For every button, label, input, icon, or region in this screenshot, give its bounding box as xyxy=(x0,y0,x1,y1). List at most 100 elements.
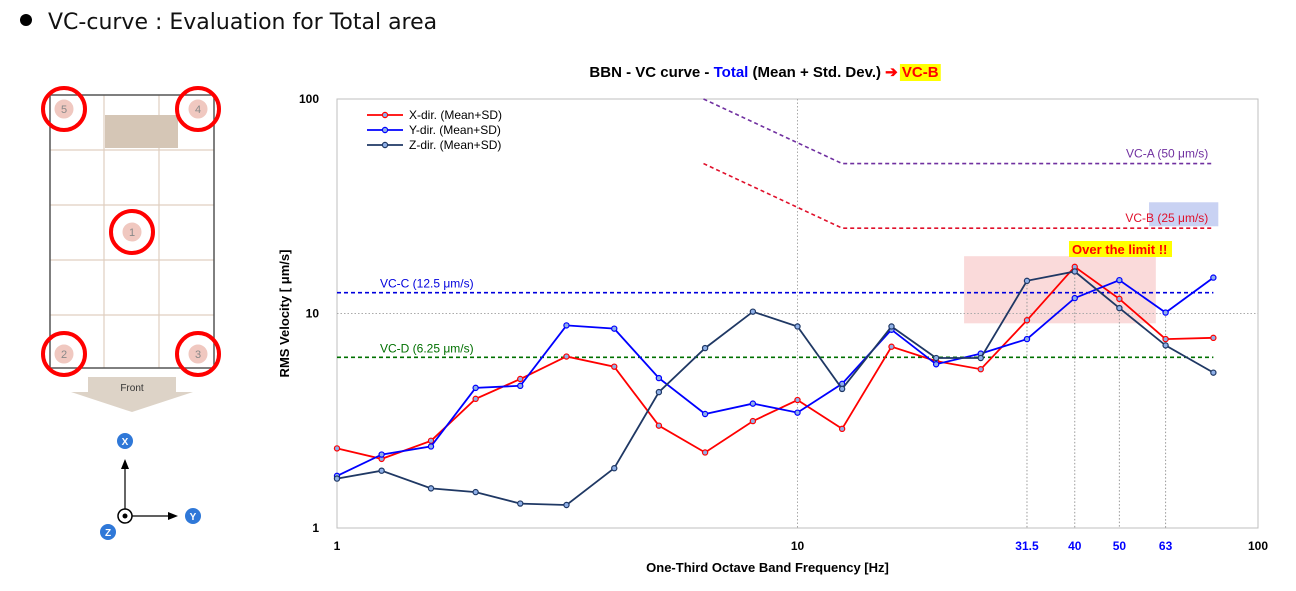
y-dir-point xyxy=(977,350,984,357)
point-label-2: 2 xyxy=(61,349,67,361)
y-dir-point xyxy=(472,384,479,392)
plot-frame xyxy=(336,98,1259,529)
x-dir-point xyxy=(749,417,757,425)
axis-indicator: X Y Z xyxy=(100,433,201,540)
chart-title: BBN - VC curve - Total (Mean + Std. Dev.… xyxy=(589,64,938,81)
x-axis-title: One-Third Octave Band Frequency [Hz] xyxy=(646,560,889,575)
annotation-highlight xyxy=(1069,241,1172,257)
y-dir-point xyxy=(1210,274,1217,281)
point-marker-2 xyxy=(53,343,75,365)
legend: X-dir. (Mean+SD)Y-dir. (Mean+SD)Z-dir. (… xyxy=(367,108,502,152)
z-axis-label: Z xyxy=(105,528,111,539)
y-dir-point xyxy=(1071,294,1078,302)
z-dir-point xyxy=(701,344,709,352)
bullet-icon xyxy=(20,14,32,26)
z-dir-point xyxy=(1023,277,1031,285)
x-dir-point xyxy=(378,455,385,463)
z-dir-point xyxy=(655,388,663,396)
x-tick-label: 1 xyxy=(334,539,341,553)
z-dir-point xyxy=(563,501,570,509)
x-dir-point xyxy=(427,437,435,444)
y-tick-label: 100 xyxy=(299,92,319,106)
title-suffix: (Mean + Std. Dev.) xyxy=(748,64,885,81)
vc-a-label: VC-A (50 μm/s) xyxy=(1126,147,1208,161)
y-dir-point xyxy=(655,374,663,382)
equipment-block xyxy=(105,115,178,148)
legend-label-z-dir: Z-dir. (Mean+SD) xyxy=(409,138,501,152)
x-dir-point xyxy=(1116,295,1123,303)
y-tick-label: 1 xyxy=(312,521,319,535)
annotation-text: Over the limit !! xyxy=(1072,242,1167,257)
point-ring-4 xyxy=(175,86,221,132)
x-dir-point xyxy=(611,363,618,370)
x-dir-point xyxy=(932,357,940,365)
y-dir-point xyxy=(749,400,757,407)
y-axis-label: Y xyxy=(190,512,197,523)
x-dir-point xyxy=(1210,334,1217,342)
verdict-highlight xyxy=(899,64,941,81)
x-dir-point xyxy=(655,422,663,429)
point-label-1: 1 xyxy=(129,227,135,239)
slide-title-text: VC-curve : Evaluation for Total area xyxy=(48,10,438,35)
x-tick-label-highlight: 40 xyxy=(1068,539,1082,553)
y-dir-point xyxy=(427,443,435,450)
z-dir-point xyxy=(888,323,895,330)
z-dir-point xyxy=(1210,369,1217,376)
x-dir-series-line xyxy=(336,265,1214,460)
y-dir-point xyxy=(611,325,618,332)
z-dir-point xyxy=(1116,304,1123,312)
point-ring-1 xyxy=(109,209,155,255)
y-dir-point xyxy=(1023,335,1031,343)
x-tick-label: 10 xyxy=(791,539,805,553)
y-dir-point xyxy=(563,322,570,329)
x-dir-point xyxy=(838,425,846,433)
z-dir-point xyxy=(517,500,524,507)
y-dir-point xyxy=(701,410,709,418)
y-dir-point xyxy=(1162,309,1169,316)
point-label-4: 4 xyxy=(195,104,201,116)
vc-c-label: VC-C (12.5 μm/s) xyxy=(380,277,474,291)
z-axis-badge xyxy=(100,524,116,540)
y-tick-label: 10 xyxy=(306,307,320,321)
z-dir-point xyxy=(611,465,618,472)
legend-label-x-dir: X-dir. (Mean+SD) xyxy=(409,108,502,122)
title-arrow: ➔ xyxy=(885,64,898,81)
x-dir-point xyxy=(701,449,709,456)
x-dir-point xyxy=(1071,263,1078,271)
x-dir-point xyxy=(794,396,801,404)
z-dir-point xyxy=(838,385,846,393)
point-marker-4 xyxy=(187,98,209,120)
z-dir-point xyxy=(977,354,984,362)
x-dir-point xyxy=(888,343,895,350)
legend-marker-z-dir xyxy=(381,141,389,149)
x-dir-point xyxy=(977,365,984,373)
x-dir-point xyxy=(472,395,479,403)
y-dir-point xyxy=(378,451,385,458)
z-dir-point xyxy=(472,488,479,496)
floor-plan: 5 4 1 2 3 Front X Y Z xyxy=(41,86,221,540)
z-dir-point xyxy=(1071,268,1078,275)
point-ring-2 xyxy=(41,331,87,377)
x-dir-point xyxy=(333,445,341,452)
y-dir-series-line xyxy=(336,276,1214,477)
x-tick-label-highlight: 63 xyxy=(1159,539,1173,553)
title-verdict: VC-B xyxy=(902,64,939,81)
y-dir-point xyxy=(517,382,524,390)
legend-marker-y-dir xyxy=(381,126,389,134)
y-dir-point xyxy=(932,361,940,368)
point-marker-3 xyxy=(187,343,209,365)
z-dir-series-line xyxy=(336,270,1214,506)
point-marker-5 xyxy=(53,98,75,120)
legend-label-y-dir: Y-dir. (Mean+SD) xyxy=(409,123,501,137)
legend-marker-x-dir xyxy=(381,111,389,119)
z-dir-point xyxy=(378,467,385,474)
x-tick-label: 100 xyxy=(1248,539,1268,553)
point-label-3: 3 xyxy=(195,349,201,361)
y-dir-point xyxy=(838,380,846,388)
title-space xyxy=(898,64,902,81)
x-dir-point xyxy=(1023,317,1031,324)
x-dir-point xyxy=(517,375,524,383)
y-axis-badge xyxy=(185,508,201,524)
vc-d-label: VC-D (6.25 μm/s) xyxy=(380,341,474,355)
y-dir-point xyxy=(794,409,801,416)
